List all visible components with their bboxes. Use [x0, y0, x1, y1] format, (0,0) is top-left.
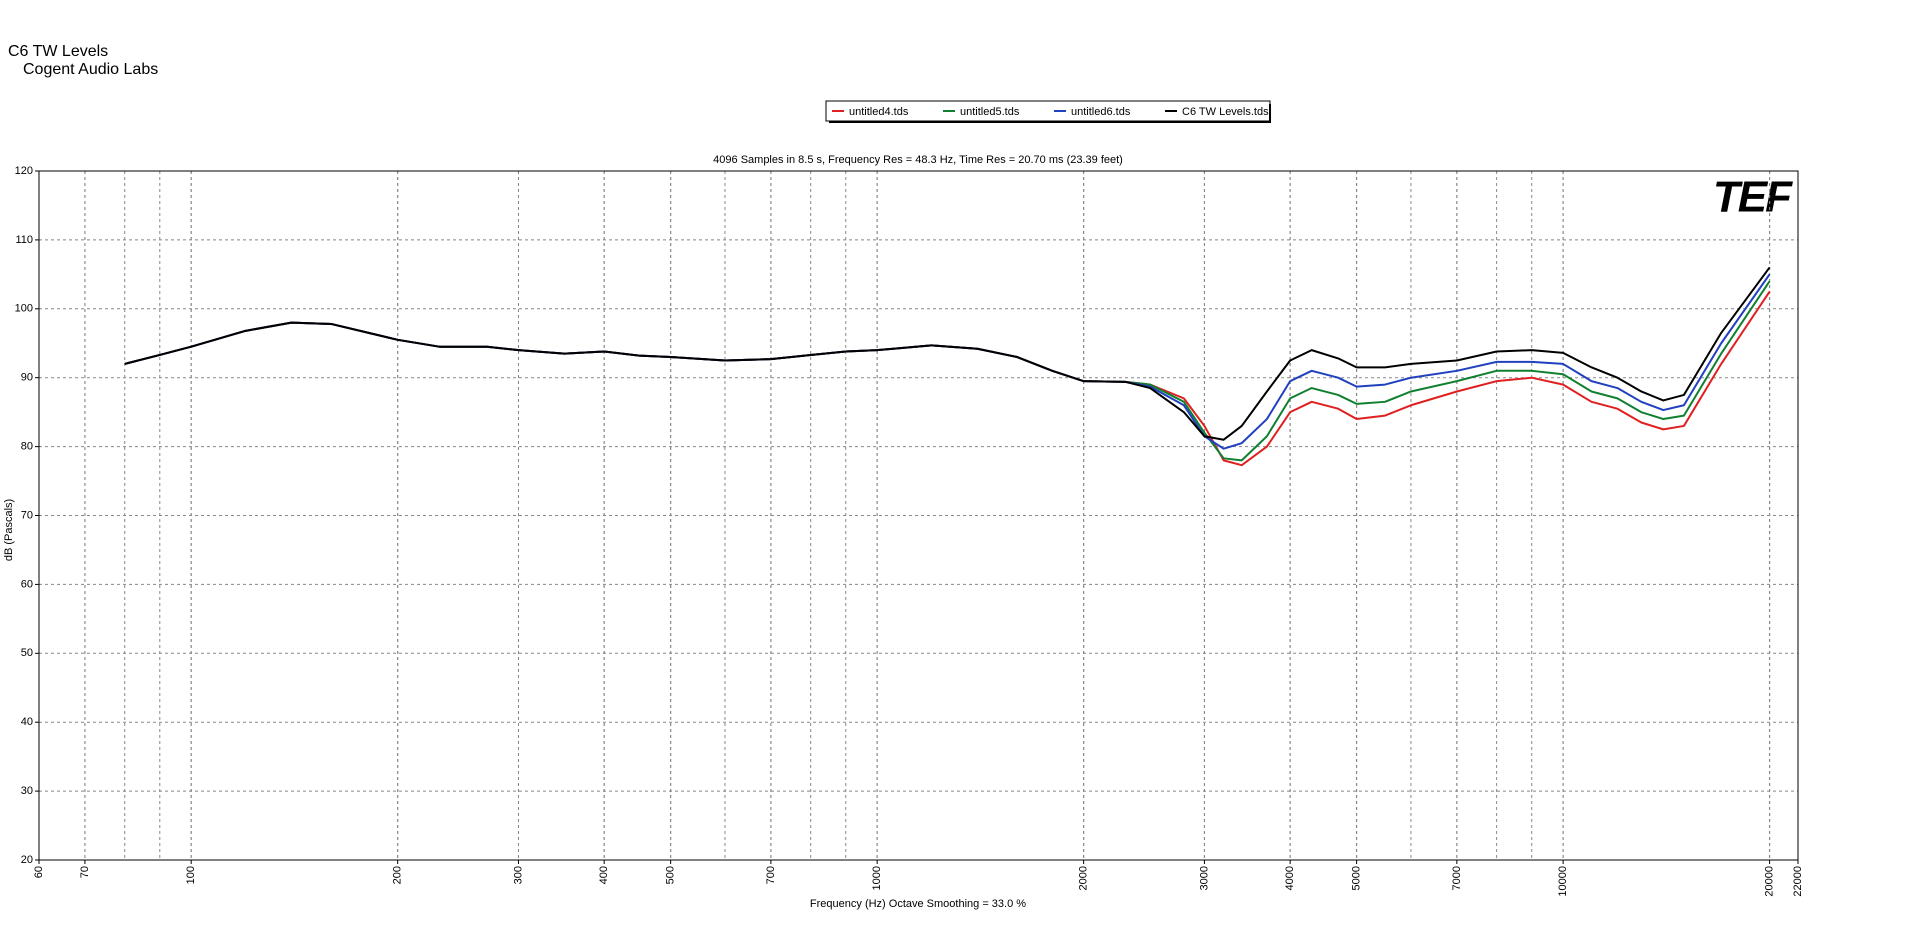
y-tick-label: 60 — [21, 578, 33, 590]
x-tick-label: 200 — [392, 866, 404, 884]
x-tick-label: 20000 — [1764, 866, 1776, 897]
y-tick-label: 40 — [21, 716, 33, 728]
x-tick-label: 4000 — [1284, 866, 1296, 890]
y-tick-label: 50 — [21, 647, 33, 659]
x-tick-label: 500 — [665, 866, 677, 884]
y-tick-label: 30 — [21, 785, 33, 797]
series-line — [124, 280, 1771, 462]
x-tick-label: 700 — [765, 866, 777, 884]
legend-label: untitled6.tds — [1071, 106, 1131, 118]
x-tick-label: 60 — [33, 866, 45, 878]
legend-label: C6 TW Levels.tds — [1182, 106, 1269, 118]
x-tick-label: 70 — [79, 866, 91, 878]
y-tick-label: 80 — [21, 441, 33, 453]
chart-title: C6 TW Levels — [8, 43, 108, 60]
x-tick-label: 1000 — [871, 866, 883, 890]
x-tick-label: 2000 — [1078, 866, 1090, 890]
x-tick-label: 100 — [185, 866, 197, 884]
x-axis-label: Frequency (Hz) Octave Smoothing = 33.0 % — [810, 898, 1026, 910]
y-axis-label: dB (Pascals) — [3, 499, 15, 561]
y-tick-label: 110 — [15, 234, 33, 246]
x-tick-label: 300 — [512, 866, 524, 884]
x-tick-label: 3000 — [1198, 866, 1210, 890]
y-tick-label: 120 — [15, 165, 33, 177]
legend-label: untitled4.tds — [849, 106, 909, 118]
series-line — [124, 266, 1771, 441]
plot-subtitle: 4096 Samples in 8.5 s, Frequency Res = 4… — [713, 154, 1123, 166]
plot-border — [38, 170, 1799, 861]
series-line — [124, 291, 1771, 467]
x-tick-label: 7000 — [1451, 866, 1463, 890]
y-tick-label: 20 — [21, 854, 33, 866]
logo: TEF — [1713, 173, 1793, 222]
legend-label: untitled5.tds — [960, 106, 1020, 118]
x-tick-label: 5000 — [1351, 866, 1363, 890]
y-tick-label: 90 — [21, 372, 33, 384]
x-tick-label: 10000 — [1557, 866, 1569, 897]
y-tick-label: 100 — [15, 303, 33, 315]
x-tick-label: 400 — [598, 866, 610, 884]
y-tick-label: 70 — [21, 509, 33, 521]
series-line — [124, 273, 1771, 450]
x-tick-label: 22000 — [1792, 866, 1804, 897]
chart-subtitle: Cogent Audio Labs — [23, 61, 158, 78]
